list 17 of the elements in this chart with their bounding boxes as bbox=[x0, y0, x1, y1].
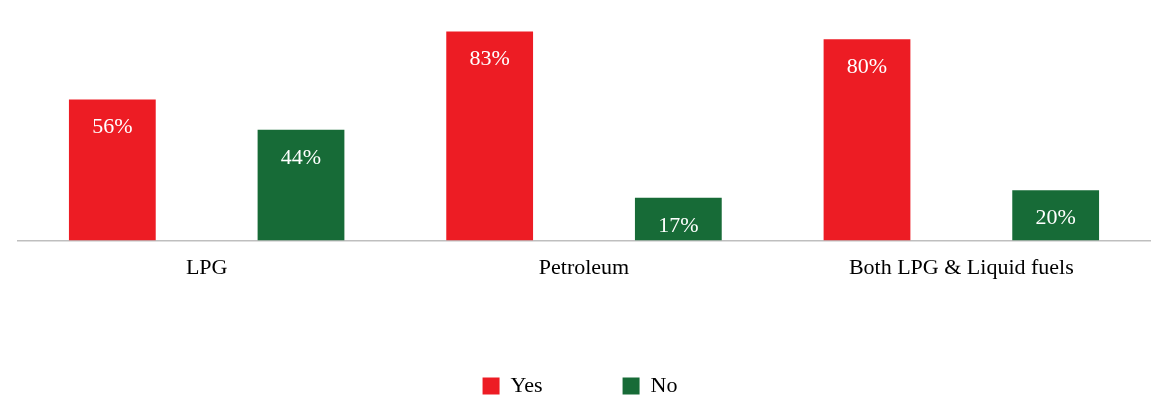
data-label: 83% bbox=[469, 45, 510, 71]
data-label: 56% bbox=[92, 113, 133, 139]
bar bbox=[634, 197, 722, 241]
bar bbox=[68, 99, 156, 241]
x-tick-label: Both LPG & Liquid fuels bbox=[848, 253, 1074, 279]
data-label: 17% bbox=[658, 211, 699, 237]
legend-label: No bbox=[650, 371, 678, 397]
bar bbox=[1012, 190, 1100, 241]
legend-label: Yes bbox=[510, 371, 543, 397]
data-label: 44% bbox=[280, 143, 322, 169]
bar bbox=[257, 129, 345, 241]
x-tick-label: Petroleum bbox=[538, 253, 630, 279]
data-label: 20% bbox=[1035, 204, 1076, 230]
data-label: 80% bbox=[846, 52, 888, 78]
bar bbox=[823, 39, 911, 241]
x-tick-label: LPG bbox=[185, 253, 228, 279]
bar bbox=[446, 31, 534, 241]
